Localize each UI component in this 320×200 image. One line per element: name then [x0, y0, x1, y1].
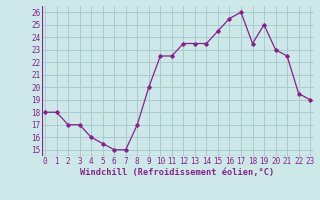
X-axis label: Windchill (Refroidissement éolien,°C): Windchill (Refroidissement éolien,°C): [80, 168, 275, 177]
